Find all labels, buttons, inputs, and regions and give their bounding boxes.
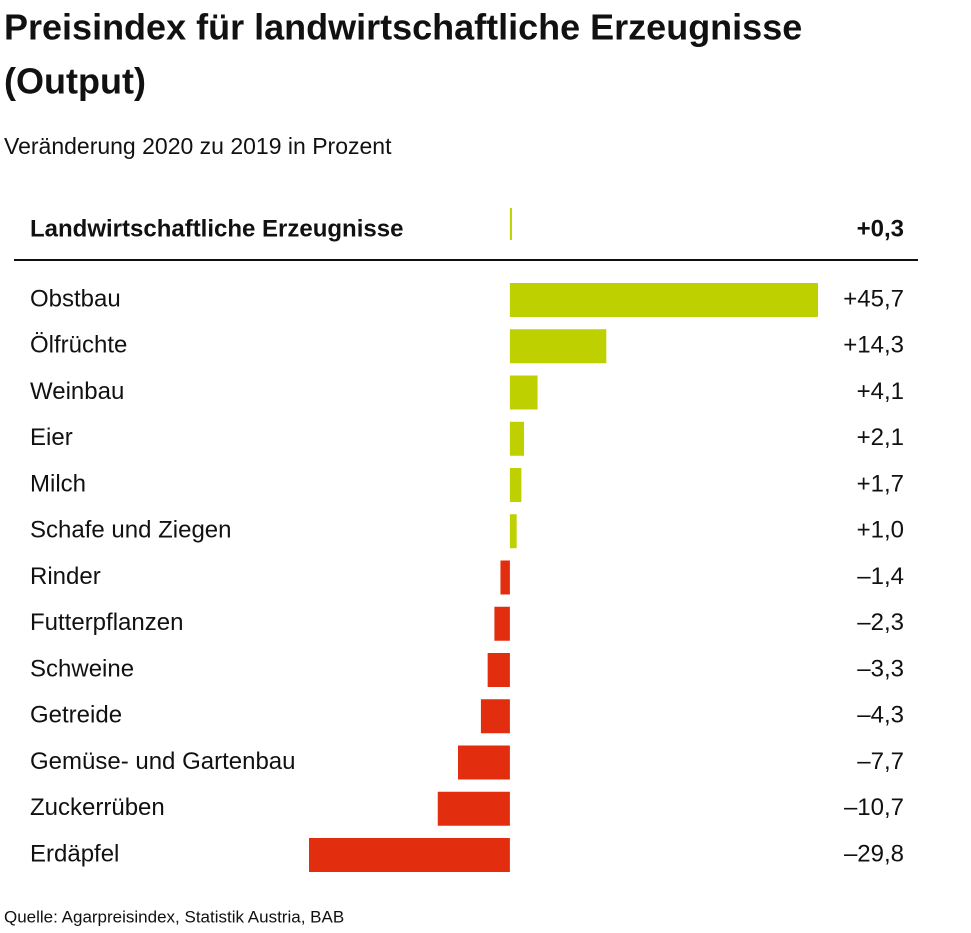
category-label: Ölfrüchte: [30, 332, 127, 359]
bar: [437, 791, 510, 826]
category-label: Futterpflanzen: [30, 609, 183, 636]
category-label: Rinder: [30, 563, 101, 590]
category-label: Obstbau: [30, 285, 121, 312]
chart-title: (Output): [4, 61, 146, 102]
bar: [500, 560, 510, 595]
value-label: –7,7: [857, 748, 904, 775]
value-label: –1,4: [857, 563, 904, 590]
source: Quelle: Agarpreisindex, Statistik Austri…: [4, 907, 344, 926]
value-label: +1,0: [857, 517, 904, 544]
category-label: Milch: [30, 470, 86, 497]
value-label: –4,3: [857, 702, 904, 729]
value-label: –2,3: [857, 609, 904, 636]
value-label: +1,7: [857, 470, 904, 497]
bar: [309, 838, 510, 872]
category-label: Erdäpfel: [30, 840, 119, 867]
chart-title: Preisindex für landwirtschaftliche Erzeu…: [4, 7, 802, 48]
bar: [509, 283, 818, 317]
value-label: +14,3: [843, 332, 904, 359]
total-value-label: +0,3: [857, 215, 904, 242]
category-label: Getreide: [30, 702, 122, 729]
category-label: Schweine: [30, 655, 134, 682]
category-label: Schafe und Ziegen: [30, 517, 231, 544]
category-label: Gemüse- und Gartenbau: [30, 748, 296, 775]
category-label: Weinbau: [30, 378, 124, 405]
bar: [509, 208, 512, 240]
bar: [509, 514, 517, 549]
value-label: –10,7: [844, 794, 904, 821]
category-label: Eier: [30, 424, 73, 451]
total-label: Landwirtschaftliche Erzeugnisse: [30, 215, 403, 242]
value-label: +45,7: [843, 285, 904, 312]
bar: [494, 606, 510, 641]
category-label: Zuckerrüben: [30, 794, 165, 821]
chart-subtitle: Veränderung 2020 zu 2019 in Prozent: [4, 133, 392, 159]
value-label: +4,1: [857, 378, 904, 405]
value-label: +2,1: [857, 424, 904, 451]
bar: [480, 699, 510, 734]
value-label: –3,3: [857, 655, 904, 682]
bar: [509, 375, 538, 410]
bar: [487, 653, 510, 687]
bar: [457, 745, 510, 780]
value-label: –29,8: [844, 840, 904, 867]
bar: [509, 329, 607, 364]
bar: [509, 468, 522, 502]
bar: [509, 421, 525, 456]
